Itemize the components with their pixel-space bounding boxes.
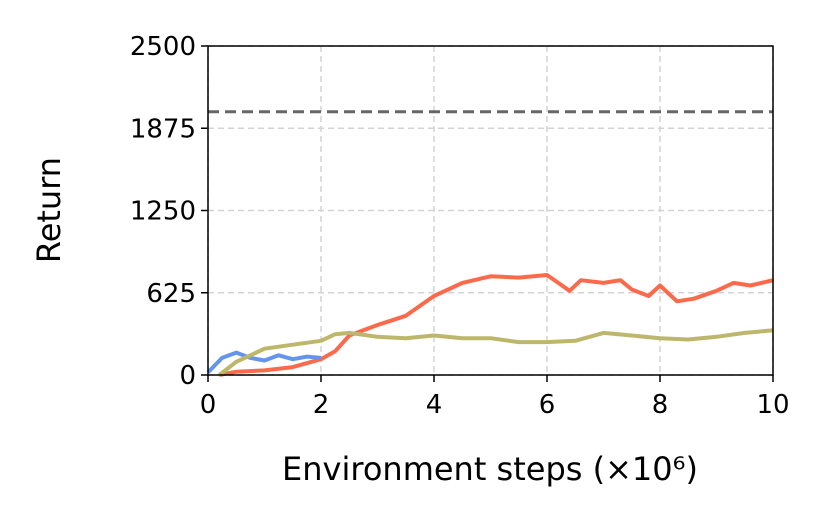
- y-tick-label: 1875: [130, 114, 196, 144]
- x-tick-label: 6: [539, 390, 556, 420]
- series-line: [218, 328, 774, 377]
- x-tick-label: 0: [200, 390, 217, 420]
- plot-frame: [207, 45, 774, 376]
- y-tick-label: 1250: [130, 197, 196, 227]
- y-axis-label: Return: [30, 157, 68, 263]
- x-axis-label: Environment steps (×10⁶): [282, 450, 698, 488]
- series-line: [206, 350, 322, 374]
- x-tick-label: 2: [313, 390, 330, 420]
- y-tick-label: 0: [179, 361, 196, 391]
- y-tick-label: 2500: [130, 32, 196, 62]
- x-tick-label: 4: [426, 390, 443, 420]
- series-line: [218, 273, 774, 377]
- x-tick-label: 8: [652, 390, 669, 420]
- y-tick-label: 625: [146, 279, 196, 309]
- x-tick-label: 10: [756, 390, 789, 420]
